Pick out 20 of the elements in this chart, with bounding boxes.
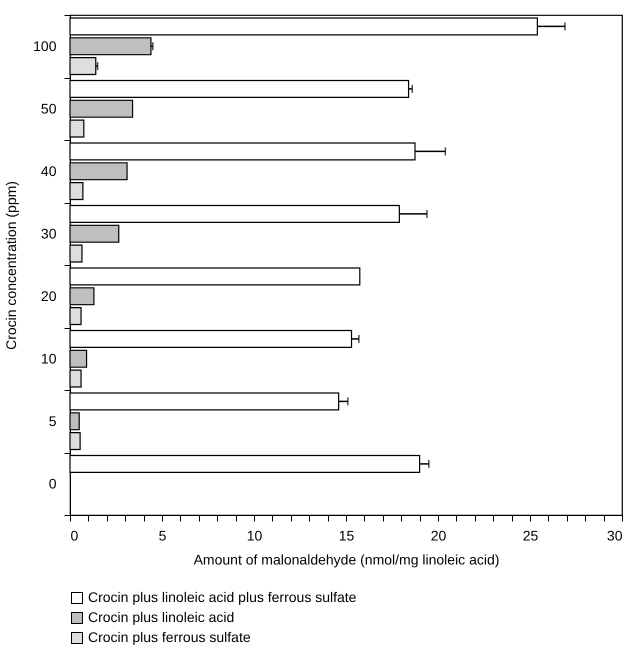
y-tick-label: 30 — [40, 225, 57, 242]
x-tick-label: 15 — [338, 528, 354, 544]
legend-label: Crocin plus linoleic acid plus ferrous sulfate — [88, 589, 357, 605]
legend-label: Crocin plus ferrous sulfate — [88, 629, 251, 645]
y-tick-label: 5 — [48, 412, 57, 429]
x-axis-title: Amount of malonaldehyde (nmol/mg linoleic acid) — [194, 552, 500, 568]
y-tick-label: 40 — [40, 162, 57, 179]
y-tick-label: 20 — [40, 288, 57, 304]
y-tick-label: 0 — [48, 475, 57, 492]
x-tick-label: 30 — [606, 528, 623, 544]
y-tick-label: 10 — [40, 350, 57, 366]
x-tick-label: 20 — [430, 528, 446, 544]
x-tick-label: 5 — [158, 528, 167, 544]
y-axis-title: Crocin concentration (ppm) — [3, 181, 20, 350]
x-tick-label: 10 — [246, 528, 262, 544]
legend-label: Crocin plus linoleic acid — [88, 609, 234, 625]
x-tick-label: 25 — [522, 528, 538, 544]
y-tick-label: 50 — [40, 100, 57, 116]
x-tick-label: 0 — [70, 528, 78, 544]
y-tick-label: 100 — [33, 38, 57, 54]
